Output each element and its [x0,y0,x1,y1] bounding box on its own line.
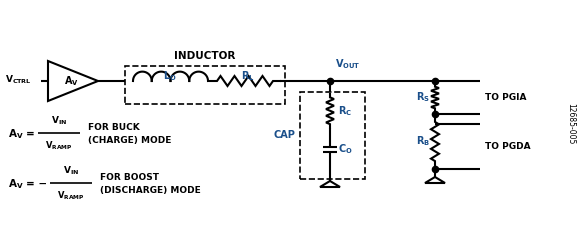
Text: TO PGDA: TO PGDA [485,142,531,151]
Text: $\mathbf{V_{RAMP}}$: $\mathbf{V_{RAMP}}$ [57,189,85,202]
Text: $\mathbf{A_V}$: $\mathbf{A_V}$ [8,177,24,191]
Text: $\mathbf{V_{OUT}}$: $\mathbf{V_{OUT}}$ [335,57,361,71]
Text: FOR BOOST: FOR BOOST [100,173,159,183]
Text: TO PGIA: TO PGIA [485,93,527,102]
Bar [125,66,285,104]
Text: $\mathbf{L_O}$: $\mathbf{L_O}$ [163,69,177,83]
Text: INDUCTOR: INDUCTOR [175,51,236,61]
Text: $\mathbf{V_{IN}}$: $\mathbf{V_{IN}}$ [63,164,79,177]
Text: $\mathbf{A_V}$: $\mathbf{A_V}$ [64,74,79,88]
Text: $\mathbf{C_O}$: $\mathbf{C_O}$ [338,142,353,156]
Text: = −: = − [26,179,47,189]
Text: $\mathbf{R_S}$: $\mathbf{R_S}$ [416,91,430,104]
Bar [300,92,365,179]
Text: FOR BUCK: FOR BUCK [88,123,140,132]
Text: 12685-005: 12685-005 [566,103,576,145]
Text: (DISCHARGE) MODE: (DISCHARGE) MODE [100,186,201,195]
Text: CAP: CAP [273,131,295,141]
Text: $\mathbf{R_L}$: $\mathbf{R_L}$ [241,69,255,83]
Text: $\mathbf{V_{CTRL}}$: $\mathbf{V_{CTRL}}$ [5,74,32,86]
Text: $\mathbf{V_{IN}}$: $\mathbf{V_{IN}}$ [51,114,67,127]
Text: $\mathbf{R_B}$: $\mathbf{R_B}$ [416,135,430,148]
Text: (CHARGE) MODE: (CHARGE) MODE [88,136,171,145]
Text: $\mathbf{V_{RAMP}}$: $\mathbf{V_{RAMP}}$ [45,139,73,152]
Text: $\mathbf{A_V}$: $\mathbf{A_V}$ [8,127,24,141]
Text: =: = [26,129,35,139]
Text: $\mathbf{R_C}$: $\mathbf{R_C}$ [338,104,352,118]
